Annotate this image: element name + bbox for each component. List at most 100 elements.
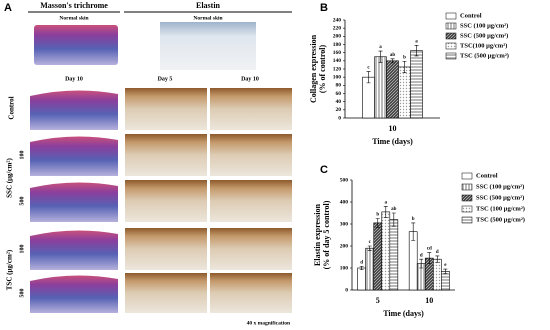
day-label: Day 5 bbox=[158, 76, 173, 82]
y-tick-label: 300 bbox=[340, 221, 349, 227]
dose-label: 100 bbox=[19, 245, 25, 254]
histology-image bbox=[30, 230, 118, 270]
significance-letter: a bbox=[415, 39, 418, 44]
legend-swatch bbox=[461, 183, 473, 191]
error-bar bbox=[443, 268, 448, 274]
day-label: Day 10 bbox=[65, 76, 83, 82]
legend-swatch bbox=[461, 172, 473, 180]
x-tick-label: 10 bbox=[425, 296, 433, 305]
legend-label: SSC (100 μg/cm²) bbox=[460, 22, 508, 29]
y-axis-label: (% of control) bbox=[318, 45, 327, 94]
column-title: Elastin bbox=[196, 1, 221, 10]
bar bbox=[365, 247, 375, 291]
significance-letter: ab bbox=[391, 207, 397, 212]
legend-label: TSC (500 μg/cm²) bbox=[460, 52, 509, 59]
legend-label: TSC (500 μg/cm²) bbox=[476, 216, 525, 223]
image-caption: Normal skin bbox=[193, 15, 222, 21]
legend-swatch bbox=[445, 32, 457, 40]
y-tick-label: 0 bbox=[345, 287, 348, 293]
error-bar bbox=[391, 212, 396, 227]
y-tick-label: 180 bbox=[333, 42, 342, 48]
histology-image bbox=[160, 22, 256, 70]
legend-swatch bbox=[445, 22, 457, 30]
legend-label: SSC (100 μg/cm²) bbox=[476, 183, 524, 190]
y-tick-label: 160 bbox=[333, 50, 342, 56]
legend-label: TSC (100 μg/cm²) bbox=[476, 205, 525, 212]
legend-swatch bbox=[461, 216, 473, 224]
error-bar bbox=[366, 71, 371, 84]
y-tick-label: 240 bbox=[333, 17, 342, 23]
bar bbox=[398, 66, 411, 119]
histology-image bbox=[30, 136, 118, 176]
y-axis-label: Collagen expression bbox=[309, 34, 318, 103]
legend-label: Control bbox=[460, 12, 482, 19]
bar bbox=[432, 258, 442, 291]
histology-image bbox=[30, 182, 118, 222]
legend-label: SSC (500 μg/cm²) bbox=[460, 32, 508, 39]
error-bar bbox=[359, 265, 364, 271]
y-tick-label: 200 bbox=[333, 34, 342, 40]
histology-image bbox=[210, 88, 292, 130]
day-label: Day 10 bbox=[241, 76, 259, 82]
x-axis-label: Time (days) bbox=[372, 137, 413, 146]
row-label: SSC (μg/cm²) bbox=[6, 157, 14, 197]
significance-letter: c bbox=[369, 240, 372, 245]
significance-letter: d bbox=[436, 250, 439, 255]
bar bbox=[381, 211, 391, 291]
significance-letter: a bbox=[379, 45, 382, 50]
dose-label: 500 bbox=[19, 289, 25, 298]
legend-swatch bbox=[445, 12, 457, 20]
legend-swatch bbox=[461, 194, 473, 202]
panel-label: A bbox=[4, 2, 12, 14]
bar bbox=[362, 76, 375, 119]
row-label: Control bbox=[8, 96, 16, 119]
significance-letter: ab bbox=[390, 53, 396, 58]
error-bar bbox=[378, 50, 383, 63]
error-bar bbox=[435, 255, 440, 263]
histology-image bbox=[125, 134, 207, 176]
y-tick-label: 100 bbox=[333, 74, 342, 80]
bar bbox=[389, 219, 399, 291]
y-axis-label: Elastin expression bbox=[313, 204, 322, 266]
error-bar bbox=[390, 58, 395, 64]
histology-image bbox=[125, 273, 207, 313]
significance-letter: b bbox=[412, 217, 415, 222]
row-label: TSC (μg/cm²) bbox=[6, 249, 14, 290]
error-bar bbox=[419, 258, 424, 269]
y-tick-label: 0 bbox=[338, 115, 341, 121]
error-bar bbox=[367, 245, 372, 251]
histology-image bbox=[210, 134, 292, 176]
bar bbox=[374, 56, 387, 119]
significance-letter: d bbox=[360, 260, 363, 265]
bar bbox=[373, 222, 383, 291]
bar bbox=[386, 60, 399, 119]
y-tick-label: 120 bbox=[333, 66, 342, 72]
y-tick-label: 140 bbox=[333, 58, 342, 64]
bar bbox=[410, 50, 423, 119]
significance-letter: b bbox=[376, 213, 379, 218]
x-tick-label: 5 bbox=[376, 296, 380, 305]
histology-image bbox=[125, 88, 207, 130]
error-bar bbox=[375, 218, 380, 228]
x-axis-label: Time (days) bbox=[383, 309, 424, 318]
significance-letter: cd bbox=[427, 247, 432, 252]
error-bar bbox=[411, 222, 416, 241]
y-tick-label: 220 bbox=[333, 25, 342, 31]
y-tick-label: 20 bbox=[336, 107, 342, 113]
histology-image bbox=[30, 90, 118, 130]
significance-letter: d bbox=[420, 253, 423, 258]
histology-image bbox=[30, 275, 118, 313]
panel-label: B bbox=[320, 2, 328, 14]
y-tick-label: 500 bbox=[340, 177, 349, 183]
dose-label: 500 bbox=[19, 197, 25, 206]
legend-swatch bbox=[445, 42, 457, 50]
significance-letter: e bbox=[444, 263, 447, 268]
y-tick-label: 100 bbox=[340, 265, 349, 271]
legend-label: Control bbox=[476, 172, 498, 179]
y-axis-label: (% of day 5 control) bbox=[322, 200, 331, 269]
histology-image bbox=[125, 228, 207, 270]
legend-label: SSC (500 μg/cm²) bbox=[476, 194, 524, 201]
magnification-note: 40 x magnification bbox=[247, 320, 290, 326]
y-tick-label: 200 bbox=[340, 243, 349, 249]
